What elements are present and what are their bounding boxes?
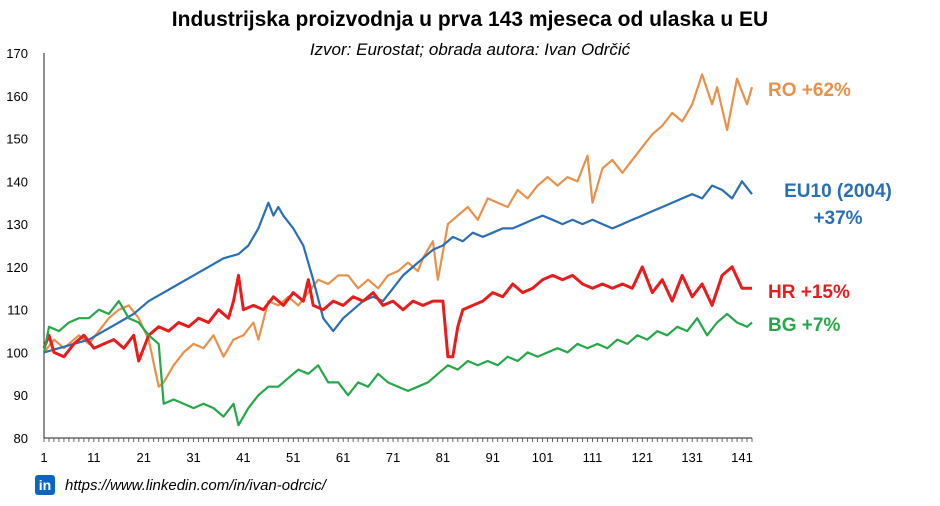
x-tick-label: 91 <box>485 450 499 465</box>
linkedin-icon[interactable]: in <box>35 475 55 495</box>
y-tick-label: 160 <box>6 89 28 104</box>
series-label-eu10-2004-: EU10 (2004) <box>784 181 892 202</box>
y-tick-label: 170 <box>6 46 28 61</box>
x-tick-label: 31 <box>186 450 200 465</box>
x-tick-label: 61 <box>336 450 350 465</box>
x-tick-label: 121 <box>631 450 653 465</box>
footer: in https://www.linkedin.com/in/ivan-odrc… <box>35 474 326 496</box>
x-tick-label: 41 <box>236 450 250 465</box>
x-tick-label: 131 <box>681 450 703 465</box>
series-line-ro <box>43 73 754 388</box>
x-tick-label: 141 <box>731 450 753 465</box>
y-tick-label: 150 <box>6 132 28 147</box>
series-label-eu10-2004-: +37% <box>813 208 862 229</box>
x-tick-label: 1 <box>40 450 47 465</box>
x-tick-label: 51 <box>286 450 300 465</box>
series-label-bg: BG +7% <box>768 315 840 336</box>
y-tick-label: 100 <box>6 345 28 360</box>
footer-url[interactable]: https://www.linkedin.com/in/ivan-odrcic/ <box>65 476 326 494</box>
series-labels: RO +62% EU10 (2004) +37% HR +15% BG +7% <box>768 80 892 336</box>
x-tick-label: 21 <box>136 450 150 465</box>
series-layer <box>42 73 754 427</box>
chart-subtitle: Izvor: Eurostat; obrada autora: Ivan Odr… <box>309 40 631 59</box>
x-tick-label: 71 <box>386 450 400 465</box>
series-label-hr: HR +15% <box>768 282 850 303</box>
series-line-hr <box>42 265 752 363</box>
y-tick-label: 120 <box>6 260 28 275</box>
x-tick-label: 81 <box>436 450 450 465</box>
x-tick-label: 111 <box>583 450 603 465</box>
x-tick-label: 11 <box>87 450 101 465</box>
series-line-bg <box>42 300 753 427</box>
series-label-ro: RO +62% <box>768 80 851 101</box>
series-line-eu10-2004- <box>43 180 753 354</box>
y-tick-label: 80 <box>14 431 28 446</box>
y-tick-label: 90 <box>14 388 28 403</box>
chart-title: Industrijska proizvodnja u prva 143 mjes… <box>171 8 769 31</box>
x-tick-label: 101 <box>532 450 554 465</box>
y-tick-label: 140 <box>6 174 28 189</box>
y-tick-label: 110 <box>7 303 28 318</box>
y-tick-label: 130 <box>6 217 28 232</box>
